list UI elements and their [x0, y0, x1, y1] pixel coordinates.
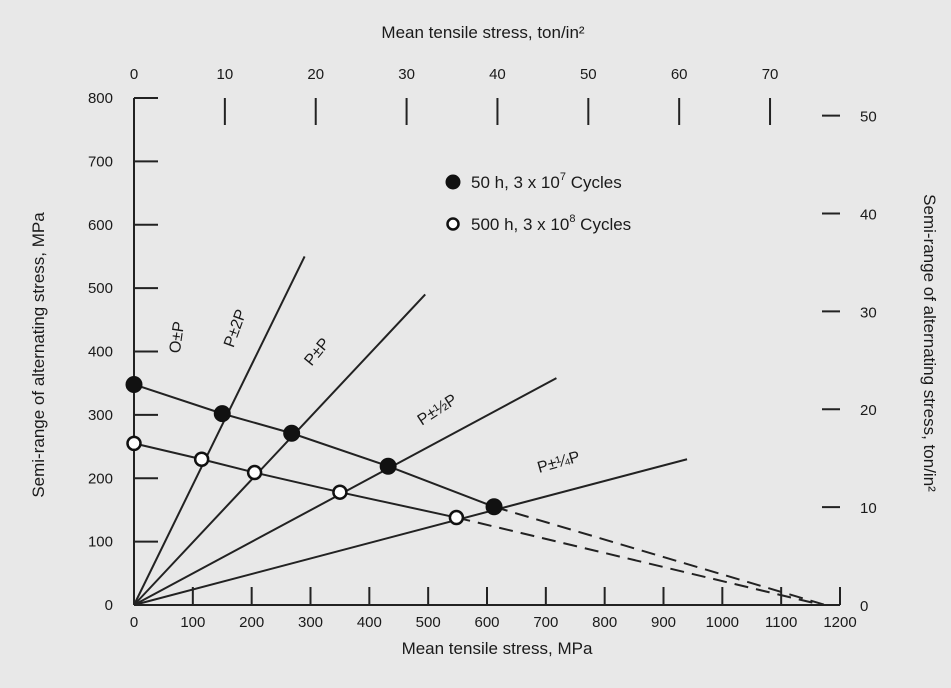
ticks-layer: 0 100 200 300 400 500 600 700 800 900 1000 1100 1200…: [88, 66, 877, 631]
x-tick-label: 100: [180, 614, 205, 631]
load-line-label: P±P: [301, 335, 333, 369]
y2-tick-label: 30: [860, 304, 877, 321]
x2-axis-title: Mean tensile stress, ton/in²: [381, 23, 584, 42]
legend-label: 50 h, 3 x 107 Cycles: [471, 171, 622, 192]
legend: 50 h, 3 x 107 Cycles 500 h, 3 x 108 Cycle…: [445, 171, 631, 234]
legend-marker-filled: [445, 174, 461, 190]
x-tick-label: 1000: [706, 614, 739, 631]
x-tick-label: 800: [592, 614, 617, 631]
data-points-layer: [125, 375, 503, 526]
x-tick-label: 1200: [823, 614, 856, 631]
x2-tick-label: 30: [398, 66, 415, 83]
y-tick-label: 100: [88, 534, 113, 551]
load-lines-layer: O±P P±2P P±P P±½P P±¼P: [133, 255, 688, 606]
y2-tick-label: 50: [860, 109, 877, 126]
x-tick-label: 400: [357, 614, 382, 631]
y-tick-label: 200: [88, 470, 113, 487]
y2-tick-label: 0: [860, 598, 868, 615]
y-tick-label: 700: [88, 153, 113, 170]
load-line-label: P±½P: [415, 391, 461, 429]
fatigue-curve-extension: [493, 505, 826, 606]
x2-tick-label: 70: [762, 66, 779, 83]
y-tick-label: 300: [88, 407, 113, 424]
y-tick-label: 600: [88, 217, 113, 234]
load-line-label: P±2P: [221, 307, 250, 349]
y-axis-title: Semi-range of alternating stress, MPa: [29, 212, 48, 498]
data-point-500h: [246, 464, 263, 481]
x2-tick-label: 50: [580, 66, 597, 83]
fatigue-curve-extension: [456, 516, 823, 606]
y-tick-label: 500: [88, 280, 113, 297]
load-line-label: O±P: [167, 320, 188, 354]
legend-marker-open: [446, 217, 460, 231]
x2-tick-label: 60: [671, 66, 688, 83]
load-line-label: P±¼P: [536, 449, 582, 477]
x-tick-label: 500: [416, 614, 441, 631]
data-point-500h: [332, 484, 348, 500]
y-tick-label: 400: [88, 344, 113, 361]
load-line: [133, 458, 688, 606]
data-point-50h: [213, 405, 231, 423]
x-tick-label: 1100: [765, 614, 797, 631]
x-tick-label: 300: [298, 614, 323, 631]
x2-tick-label: 0: [130, 66, 138, 83]
load-line: [133, 293, 426, 606]
y-tick-label: 0: [105, 597, 113, 614]
load-line: [133, 255, 306, 606]
y2-tick-label: 20: [860, 402, 877, 419]
data-point-50h: [485, 498, 503, 516]
x-tick-label: 0: [130, 614, 138, 631]
data-point-500h: [193, 451, 210, 467]
x-tick-label: 900: [651, 614, 676, 631]
data-point-500h: [126, 435, 142, 452]
data-point-50h: [283, 424, 301, 442]
y2-axis-title: Semi-range of alternating stress, ton/in…: [920, 194, 939, 492]
legend-label: 500 h, 3 x 108 Cycles: [471, 213, 631, 234]
y2-tick-label: 10: [860, 500, 877, 517]
x-tick-label: 200: [239, 614, 264, 631]
y2-tick-label: 40: [860, 206, 877, 223]
data-point-500h: [448, 509, 465, 526]
data-point-50h: [379, 457, 397, 475]
x-tick-label: 600: [474, 614, 499, 631]
x2-tick-label: 20: [307, 66, 324, 83]
y-tick-label: 800: [88, 90, 113, 107]
data-point-50h: [125, 375, 143, 393]
x2-tick-label: 10: [217, 66, 234, 83]
x2-tick-label: 40: [489, 66, 506, 83]
x-axis-title: Mean tensile stress, MPa: [402, 639, 593, 658]
x-tick-label: 700: [533, 614, 558, 631]
